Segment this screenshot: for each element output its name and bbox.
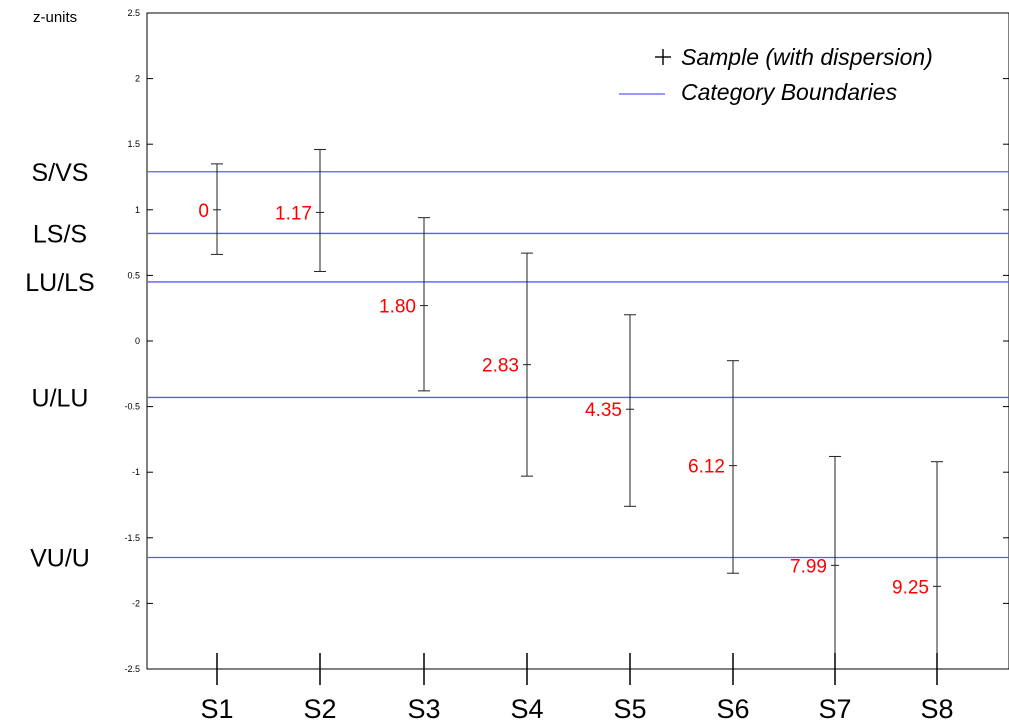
data-label-s3: 1.80 — [379, 297, 416, 318]
boundary-label: U/LU — [32, 384, 89, 412]
y-tick-label: -2.5 — [124, 664, 140, 674]
boundary-labels: S/VS LS/S LU/LS U/LU VU/U — [25, 159, 94, 573]
legend-label-sample: Sample (with dispersion) — [681, 44, 933, 70]
legend-plus-symbol — [655, 49, 671, 65]
y-tick-label: 0.5 — [127, 270, 140, 280]
legend: Sample (with dispersion) Category Bounda… — [619, 44, 933, 105]
boundary-lines — [147, 171, 1009, 559]
y-axis-ticks: 2.5 2 1.5 1 0.5 0 -0.5 -1 -1.5 -2 -2.5 — [124, 8, 1009, 674]
y-tick-label: -2 — [132, 598, 140, 608]
x-tick-label: S7 — [818, 694, 851, 724]
boundary-label: S/VS — [32, 159, 89, 187]
x-tick-label: S4 — [510, 694, 543, 724]
legend-label-boundary: Category Boundaries — [681, 79, 898, 105]
y-tick-label: -1 — [132, 467, 140, 477]
data-label-s8: 9.25 — [892, 577, 929, 598]
x-tick-label: S3 — [407, 694, 440, 724]
data-label-s7: 7.99 — [790, 556, 827, 577]
boundary-label: LS/S — [33, 220, 87, 248]
y-tick-label: 0 — [135, 336, 140, 346]
y-axis-title: z-units — [33, 9, 77, 26]
data-label-s2: 1.17 — [275, 203, 312, 224]
boundary-label: VU/U — [30, 544, 90, 572]
y-tick-label: -1.5 — [124, 533, 140, 543]
x-tick-label: S2 — [303, 694, 336, 724]
data-label-s4: 2.83 — [482, 356, 519, 377]
plot-area-frame — [146, 12, 1009, 670]
y-tick-label: 1.5 — [127, 139, 140, 149]
y-tick-label: 2.5 — [127, 8, 140, 18]
x-tick-label: S8 — [920, 694, 953, 724]
y-tick-label: 2 — [135, 74, 140, 84]
data-label-s1: 0 — [198, 201, 209, 222]
x-tick-label: S6 — [716, 694, 749, 724]
y-tick-label: 1 — [135, 205, 140, 215]
data-label-s6: 6.12 — [688, 457, 725, 478]
x-axis-ticks: S1 S2 S3 S4 S5 S6 S7 S8 — [200, 653, 954, 724]
boundary-label: LU/LS — [25, 269, 94, 297]
x-tick-label: S1 — [200, 694, 233, 724]
x-tick-label: S5 — [613, 694, 646, 724]
data-label-s5: 4.35 — [585, 400, 622, 421]
error-bars: 0 1.17 1.80 2.83 4.35 6.12 7.99 9.25 — [198, 148, 943, 669]
y-tick-label: -0.5 — [124, 402, 140, 412]
